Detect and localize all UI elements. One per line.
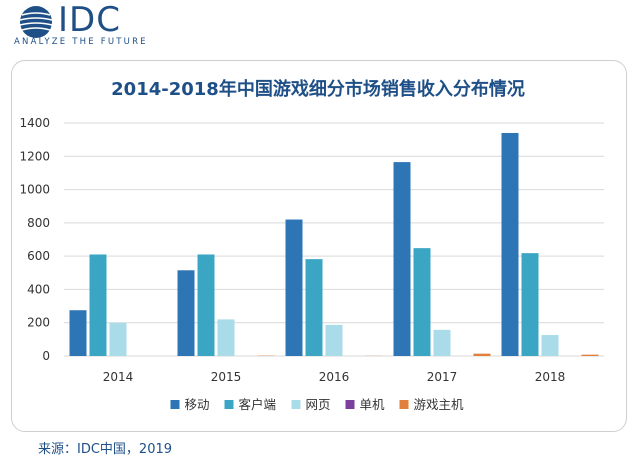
legend-swatch <box>399 400 409 409</box>
y-axis: 0 200 400 600 800 1000 1200 1400 <box>19 116 50 363</box>
x-tick-label: 2015 <box>211 370 242 384</box>
x-tick-label: 2018 <box>535 370 566 384</box>
legend-swatch <box>291 400 301 409</box>
x-tick-label: 2017 <box>427 370 458 384</box>
legend-label: 移动 <box>185 397 210 412</box>
y-tick-label: 0 <box>42 349 50 363</box>
globe-icon <box>19 6 53 38</box>
y-tick-label: 1000 <box>19 183 50 197</box>
x-tick-label: 2016 <box>319 370 350 384</box>
legend-item-单机: 单机 <box>345 397 386 412</box>
y-tick-label: 1200 <box>19 149 50 163</box>
x-axis: 2014 2015 2016 2017 2018 <box>103 370 566 384</box>
bar-2018-游戏主机 <box>581 354 599 356</box>
legend-label: 网页 <box>306 397 331 412</box>
y-tick-label: 1400 <box>19 116 50 130</box>
bars <box>69 132 599 356</box>
chart-title: 2014-2018年中国游戏细分市场销售收入分布情况 <box>111 78 525 100</box>
legend-item-网页: 网页 <box>291 397 331 412</box>
legend-label: 游戏主机 <box>414 397 465 412</box>
legend-swatch <box>345 400 355 409</box>
bar-2015-客户端 <box>197 254 215 356</box>
y-tick-label: 600 <box>27 249 50 263</box>
legend-swatch <box>224 400 234 409</box>
bar-2017-移动 <box>393 162 411 356</box>
y-tick-label: 800 <box>27 216 50 230</box>
bar-2014-移动 <box>69 310 87 356</box>
bar-2015-网页 <box>217 319 235 356</box>
bar-2015-移动 <box>177 270 195 356</box>
legend-swatch <box>170 400 180 409</box>
bar-2018-网页 <box>541 335 559 356</box>
bar-2018-移动 <box>501 132 519 356</box>
brand-tagline: ANALYZE THE FUTURE <box>14 37 148 47</box>
legend-item-移动: 移动 <box>170 397 210 412</box>
bar-2017-网页 <box>433 329 451 356</box>
y-tick-label: 200 <box>27 316 50 330</box>
bar-2017-客户端 <box>413 248 431 356</box>
x-tick-label: 2014 <box>103 370 134 384</box>
chart-card <box>11 60 627 432</box>
bar-2014-客户端 <box>89 254 107 356</box>
brand-name: IDC <box>58 0 121 40</box>
legend-item-客户端: 客户端 <box>224 397 277 412</box>
source-note: 来源：IDC中国，2019 <box>38 442 173 457</box>
legend-label: 客户端 <box>239 397 277 412</box>
bar-2014-网页 <box>109 322 127 356</box>
legend-item-游戏主机: 游戏主机 <box>399 397 465 412</box>
bar-2016-客户端 <box>305 259 323 356</box>
bar-2018-客户端 <box>521 253 539 356</box>
legend-label: 单机 <box>360 397 386 412</box>
bar-2016-移动 <box>285 219 303 356</box>
legend: 移动 客户端 网页 单机 游戏主机 <box>170 397 465 412</box>
y-tick-label: 400 <box>27 282 50 296</box>
bar-2017-游戏主机 <box>473 353 491 356</box>
bar-2016-网页 <box>325 324 343 356</box>
idc-logo <box>19 6 53 38</box>
